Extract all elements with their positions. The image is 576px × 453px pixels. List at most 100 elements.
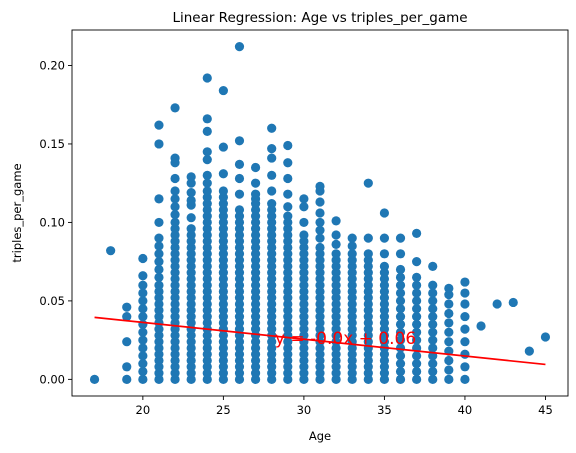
data-point: [186, 213, 196, 223]
data-point: [412, 311, 422, 322]
data-point: [250, 178, 261, 188]
data-point: [202, 186, 212, 196]
data-point: [283, 189, 293, 199]
data-point: [267, 170, 277, 180]
data-point: [428, 280, 438, 290]
data-point: [299, 230, 309, 240]
data-point: [395, 311, 406, 322]
data-point: [315, 217, 325, 228]
regression-layer: y = -0.0x + 0.06: [94, 316, 546, 366]
data-point: [444, 355, 454, 366]
data-point: [460, 299, 470, 309]
data-point: [154, 264, 164, 275]
data-point: [331, 230, 341, 240]
data-point: [170, 173, 180, 184]
y-axis-label: triples_per_game: [10, 163, 24, 262]
data-point: [138, 296, 148, 306]
data-point: [428, 359, 438, 369]
data-point: [428, 261, 438, 271]
data-point: [186, 224, 196, 234]
data-point: [299, 202, 309, 212]
data-point: [412, 366, 422, 377]
data-point: [202, 170, 212, 180]
data-point: [460, 288, 470, 298]
x-tick-label: 35: [377, 403, 392, 417]
data-point: [154, 241, 164, 251]
data-point: [202, 178, 212, 188]
data-point: [315, 208, 325, 218]
chart-title: Linear Regression: Age vs triples_per_ga…: [172, 10, 467, 26]
data-point: [267, 198, 277, 209]
data-point: [395, 272, 406, 282]
data-point: [89, 374, 100, 384]
data-point: [395, 327, 406, 337]
y-tick-label: 0.00: [39, 372, 65, 386]
data-point: [395, 304, 406, 314]
data-point: [395, 280, 406, 290]
data-point: [460, 362, 470, 372]
data-point: [267, 186, 277, 196]
data-point: [428, 288, 438, 298]
data-point: [331, 216, 341, 226]
data-point: [428, 343, 438, 353]
data-point: [299, 194, 309, 204]
data-point: [395, 351, 406, 361]
data-point: [412, 319, 422, 330]
data-point: [283, 158, 293, 168]
data-point: [138, 288, 148, 298]
data-point: [186, 195, 196, 206]
data-point: [218, 142, 228, 152]
data-point: [202, 73, 212, 83]
data-point: [154, 233, 164, 243]
data-point: [154, 257, 164, 267]
data-point: [428, 319, 438, 330]
y-tick-label: 0.05: [39, 294, 65, 308]
data-point: [138, 280, 148, 290]
x-tick-label: 30: [297, 403, 312, 417]
data-point: [460, 277, 470, 287]
data-point: [138, 335, 148, 345]
data-point: [138, 304, 148, 314]
data-point: [412, 351, 422, 361]
data-point: [186, 188, 196, 198]
y-tick-label: 0.10: [39, 215, 65, 229]
data-point: [428, 311, 438, 322]
data-point: [395, 359, 406, 369]
data-point: [154, 217, 164, 228]
data-point: [202, 114, 212, 124]
data-point: [412, 335, 422, 345]
data-point: [267, 153, 277, 163]
data-point: [138, 253, 148, 264]
x-tick-label: 20: [136, 403, 151, 417]
data-point: [202, 147, 212, 157]
data-point: [444, 365, 454, 375]
data-point: [428, 304, 438, 314]
data-point: [347, 249, 357, 259]
data-point: [412, 288, 422, 298]
data-point: [267, 144, 277, 154]
data-point: [315, 197, 325, 207]
data-point: [428, 296, 438, 306]
data-point: [412, 327, 422, 337]
data-point: [492, 299, 502, 309]
data-point: [395, 366, 406, 377]
data-point: [283, 211, 293, 221]
data-point: [331, 239, 341, 249]
data-point: [347, 233, 357, 243]
data-point: [315, 225, 325, 235]
data-point: [395, 249, 406, 259]
data-point: [138, 271, 148, 281]
plot-frame: [71, 29, 569, 397]
data-point: [218, 85, 228, 96]
x-tick-label: 45: [538, 403, 553, 417]
data-point: [476, 321, 486, 331]
data-point: [412, 374, 422, 384]
data-point: [428, 327, 438, 337]
data-point: [460, 324, 470, 334]
data-point: [428, 335, 438, 345]
data-point: [283, 202, 293, 212]
data-point: [315, 242, 325, 253]
x-tick-label: 25: [216, 403, 231, 417]
data-point: [444, 318, 454, 328]
